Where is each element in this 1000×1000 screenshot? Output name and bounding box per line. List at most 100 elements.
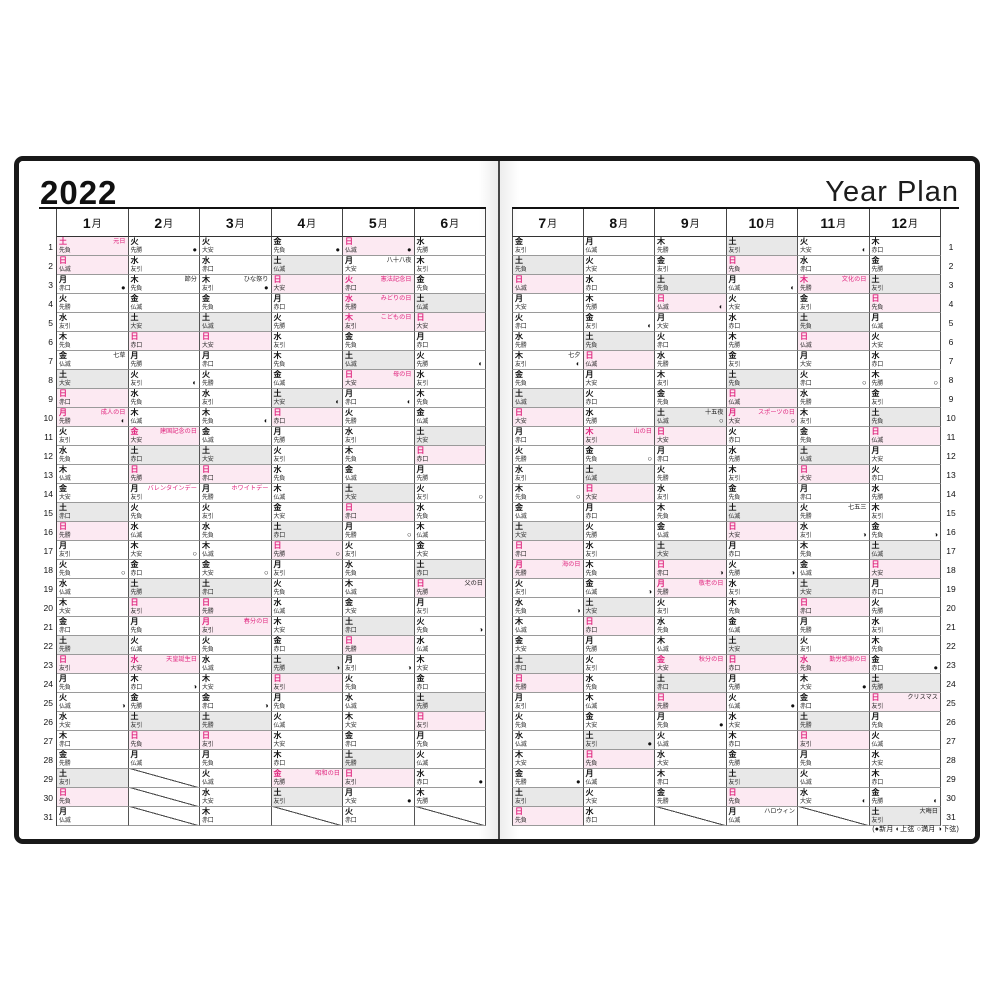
day-cell: 水仏滅 — [200, 655, 272, 674]
day-cell: 日仏滅 — [869, 427, 941, 446]
day-cell: 木先負 — [57, 332, 129, 351]
weekday-label: 火 — [202, 503, 210, 512]
weekday-label: 土 — [585, 465, 594, 474]
day-cell: 土仏滅 — [512, 389, 584, 408]
rokuyo-label: 赤口 — [800, 267, 812, 273]
weekday-label: 金 — [515, 636, 523, 645]
day-cell: 木赤口 — [200, 807, 272, 826]
day-cell: 月先勝 敬老の日 — [655, 579, 727, 598]
rokuyo-label: 赤口 — [59, 514, 71, 520]
day-cell: 土先負 — [798, 313, 870, 332]
day-cell: 火先勝 ◑ — [726, 560, 798, 579]
rokuyo-label: 大安 — [416, 666, 429, 672]
rokuyo-label: 先負 — [657, 723, 669, 729]
day-cell: 金仏滅 — [512, 503, 584, 522]
day-cell: 金先負 — [798, 427, 870, 446]
day-cell: 火先負 — [271, 579, 343, 598]
day-cell: 火友引 ○ — [414, 484, 486, 503]
day-cell: 水仏滅 — [343, 693, 415, 712]
day-cell: 土先勝 — [128, 579, 200, 598]
rokuyo-label: 仏滅 — [871, 742, 884, 748]
page-jan-jun: 2022 1 月 2 月 3 月 4 月 5 月 6 月 1 土先負 元日火先勝 ● 火大安金先負 ● 日仏滅 ● 水先… — [19, 161, 498, 839]
weekday-label: 水 — [800, 522, 808, 531]
rokuyo-label: 先勝 — [345, 419, 357, 425]
weekday-label: 日 — [59, 655, 67, 664]
day-cell: 木仏滅 — [57, 465, 129, 484]
rokuyo-label: 大安 — [345, 799, 357, 805]
weekday-label: 火 — [202, 370, 210, 379]
day-number: 3 — [39, 275, 57, 294]
day-cell: 土先負 — [583, 332, 655, 351]
weekday-label: 木 — [345, 712, 353, 721]
rokuyo-label: 先負 — [202, 419, 214, 425]
rokuyo-label: 仏滅 — [515, 400, 527, 406]
weekday-label: 水 — [800, 788, 808, 797]
weekday-label: 金 — [800, 294, 808, 303]
weekday-label: 土 — [202, 712, 210, 721]
day-cell: 金仏滅 七草 — [57, 351, 129, 370]
day-cell: 日友引 クリスマス — [869, 693, 941, 712]
rokuyo-label: 赤口 — [130, 685, 143, 691]
weekday-label: 木 — [871, 769, 880, 778]
weekday-label: 日 — [515, 674, 523, 683]
weekday-label: 水 — [728, 712, 737, 721]
day-cell: 日仏滅 — [798, 332, 870, 351]
rokuyo-label: 先負 — [871, 723, 884, 729]
rokuyo-label: 赤口 — [345, 400, 357, 406]
rokuyo-label: 仏滅 — [130, 533, 143, 539]
rokuyo-label: 大安 — [416, 324, 429, 330]
weekday-label: 日 — [59, 788, 67, 797]
weekday-label: 木 — [585, 294, 594, 303]
weekday-label: 金 — [59, 351, 67, 360]
day-cell: 金仏滅 ◑ — [583, 579, 655, 598]
weekday-label: 金 — [273, 503, 282, 512]
weekday-label: 水 — [871, 484, 880, 493]
day-cell: 水友引 — [583, 541, 655, 560]
rokuyo-label: 友引 — [273, 685, 286, 691]
day-cell: 土仏滅 — [583, 465, 655, 484]
day-cell: 金大安 秋分の日 — [655, 655, 727, 674]
rokuyo-label: 大安 — [728, 305, 741, 311]
day-number: 16 — [946, 526, 956, 537]
day-number: 24 — [946, 678, 956, 689]
rokuyo-label: 先勝 — [59, 419, 71, 425]
moon-phase-icon: ◑ — [120, 700, 126, 710]
rokuyo-label: 友引 — [871, 400, 884, 406]
holiday-label: 春分の日 — [243, 618, 269, 625]
rokuyo-label: 先負 — [585, 457, 598, 463]
weekday-label: 水 — [657, 617, 665, 626]
weekday-label: 日 — [800, 332, 808, 341]
weekday-label: 水 — [202, 788, 210, 797]
rokuyo-label: 友引 — [728, 780, 741, 786]
rokuyo-label: 先勝 — [130, 248, 143, 254]
day-cell: 火仏滅 — [655, 731, 727, 750]
weekday-label: 月 — [728, 275, 737, 284]
weekday-label: 火 — [657, 731, 665, 740]
seasonal-event-label: クリスマス — [907, 694, 938, 701]
day-cell: 金友引 — [869, 389, 941, 408]
day-cell: 土先負 — [869, 408, 941, 427]
weekday-label: 木 — [728, 731, 737, 740]
day-cell: 日先勝 — [200, 598, 272, 617]
rokuyo-label: 仏滅 — [585, 780, 598, 786]
day-number: 17 — [39, 541, 57, 560]
day-cell: 金赤口 — [128, 560, 200, 579]
weekday-label: 木 — [585, 693, 594, 702]
holiday-label: スポーツの日 — [757, 409, 795, 416]
month-header-11gatsu: 11 月 — [798, 209, 870, 237]
weekday-label: 月 — [202, 484, 210, 493]
day-cell: 金先勝 — [128, 693, 200, 712]
rokuyo-label: 友引 — [657, 381, 669, 387]
day-number: 1 — [948, 241, 954, 252]
day-cell: 日仏滅 — [57, 256, 129, 275]
rokuyo-label: 友引 — [585, 742, 598, 748]
weekday-label: 火 — [585, 522, 594, 531]
moon-phase-icon: ○ — [718, 415, 724, 425]
rokuyo-label: 大安 — [345, 723, 357, 729]
moon-phase-icon: ◑ — [478, 624, 483, 634]
rokuyo-label: 仏滅 — [345, 476, 357, 482]
rokuyo-label: 仏滅 — [130, 647, 143, 653]
rokuyo-label: 友引 — [202, 286, 214, 292]
day-cell: 水先勝 — [726, 446, 798, 465]
